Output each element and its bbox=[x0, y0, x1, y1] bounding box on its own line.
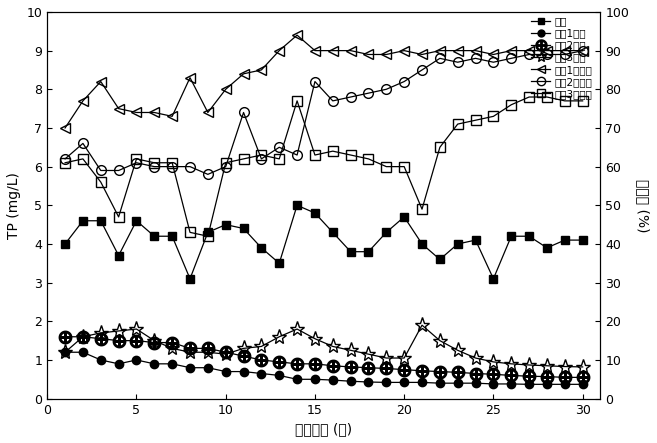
Y-axis label: 去除率 (%): 去除率 (%) bbox=[636, 179, 650, 232]
Legend: 进水, 填料1出水, 填料2出水, 填料3出水, 填料1去除量, 填料2去除量, 填料3去除量: 进水, 填料1出水, 填料2出水, 填料3出水, 填料1去除量, 填料2去除量,… bbox=[528, 13, 595, 102]
X-axis label: 运行时间 (天): 运行时间 (天) bbox=[295, 422, 352, 436]
Y-axis label: TP (mg/L): TP (mg/L) bbox=[7, 172, 21, 239]
